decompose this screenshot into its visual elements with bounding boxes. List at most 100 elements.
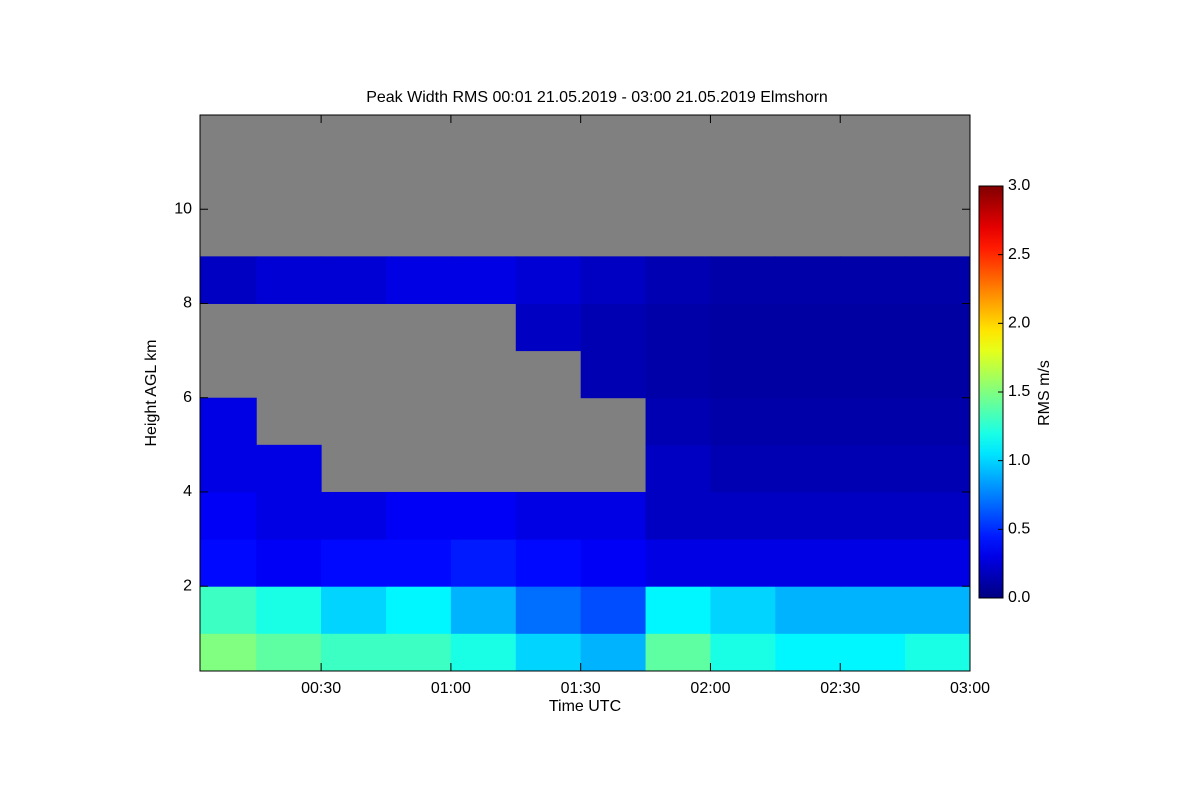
heat-cell	[710, 397, 776, 446]
heat-cell	[905, 256, 971, 304]
heat-cell	[450, 256, 517, 304]
heat-cell	[645, 539, 711, 587]
heat-cell	[321, 256, 387, 304]
heat-cell	[200, 633, 257, 672]
heat-cell	[840, 539, 906, 587]
colorbar-label: RMS m/s	[1036, 360, 1053, 426]
heat-cell	[580, 256, 647, 304]
heat-cell	[386, 256, 452, 304]
heat-cell	[775, 491, 841, 540]
heat-cell	[905, 633, 971, 672]
y-axis-label: Height AGL km	[143, 339, 160, 446]
heat-cell	[321, 633, 387, 672]
heat-cell	[645, 491, 711, 540]
heat-cell	[645, 303, 711, 352]
heat-cell	[710, 539, 776, 587]
heat-cell	[200, 586, 257, 634]
heat-cell	[515, 303, 582, 352]
heat-cell	[515, 256, 582, 304]
heat-cell	[450, 633, 517, 672]
x-tick-label: 03:00	[950, 680, 990, 697]
heat-cell	[515, 539, 582, 587]
heat-cell	[450, 539, 517, 587]
heat-cell	[256, 539, 322, 587]
heat-cell	[386, 539, 452, 587]
heat-cell	[200, 444, 257, 493]
heat-cell	[775, 256, 841, 304]
heat-cell	[386, 633, 452, 672]
heat-cell	[905, 350, 971, 399]
colorbar-tick-label: 0.0	[1008, 589, 1030, 606]
heat-cell	[905, 303, 971, 352]
heat-cell	[256, 633, 322, 672]
heat-cell	[256, 256, 322, 304]
heat-cell	[580, 539, 647, 587]
heat-cell	[905, 491, 971, 540]
y-tick-label: 8	[183, 295, 192, 312]
x-tick-label: 02:30	[820, 680, 860, 697]
plot-frame	[199, 114, 971, 672]
heat-cell	[645, 350, 711, 399]
heat-cell	[645, 444, 711, 493]
colorbar-tick-label: 2.5	[1008, 246, 1030, 263]
heat-cell	[256, 444, 322, 493]
heat-cell	[840, 256, 906, 304]
heat-cell	[710, 350, 776, 399]
heat-cell	[321, 586, 387, 634]
heat-cell	[775, 586, 841, 634]
heat-cell	[580, 586, 647, 634]
heat-cell	[775, 350, 841, 399]
y-tick-label: 6	[183, 389, 192, 406]
heat-cell	[840, 303, 906, 352]
heat-cell	[515, 633, 582, 672]
heat-cell	[386, 491, 452, 540]
heat-cell	[386, 586, 452, 634]
heat-cell	[905, 539, 971, 587]
y-tick-label: 2	[183, 577, 192, 594]
heat-cell	[450, 586, 517, 634]
colorbar-tick-label: 2.0	[1008, 315, 1030, 332]
heat-cell	[645, 586, 711, 634]
heat-cell	[710, 303, 776, 352]
heat-cell	[775, 633, 841, 672]
heat-cell	[775, 444, 841, 493]
x-tick-label: 01:00	[431, 680, 471, 697]
heat-cell	[645, 256, 711, 304]
heat-cell	[905, 586, 971, 634]
heat-cell	[515, 491, 582, 540]
heat-cell	[840, 397, 906, 446]
heat-cell	[645, 633, 711, 672]
heat-cell	[710, 633, 776, 672]
heat-cell	[200, 397, 257, 446]
heat-cell	[321, 491, 387, 540]
heat-cell	[200, 539, 257, 587]
colorbar-tick-label: 3.0	[1008, 177, 1030, 194]
heat-cell	[775, 539, 841, 587]
heat-cell	[256, 491, 322, 540]
heat-cell	[645, 397, 711, 446]
x-tick-label: 01:30	[561, 680, 601, 697]
heat-cell	[840, 586, 906, 634]
heat-cell	[200, 491, 257, 540]
heat-cell	[710, 491, 776, 540]
heat-cell	[840, 444, 906, 493]
x-axis-label: Time UTC	[549, 698, 621, 715]
heat-cell	[580, 350, 647, 399]
heat-cell	[905, 444, 971, 493]
heat-cell	[775, 303, 841, 352]
heat-cell	[905, 397, 971, 446]
y-tick-label: 10	[174, 200, 192, 217]
heat-cell	[515, 586, 582, 634]
heat-cell	[321, 539, 387, 587]
heat-cell	[840, 491, 906, 540]
colorbar-tick-label: 1.5	[1008, 383, 1030, 400]
heat-cell	[710, 256, 776, 304]
heat-cell	[256, 586, 322, 634]
chart-title: Peak Width RMS 00:01 21.05.2019 - 03:00 …	[366, 89, 828, 106]
x-tick-label: 02:00	[690, 680, 730, 697]
heat-cell	[710, 444, 776, 493]
heat-cell	[840, 633, 906, 672]
heat-cell	[580, 633, 647, 672]
heat-cell	[775, 397, 841, 446]
